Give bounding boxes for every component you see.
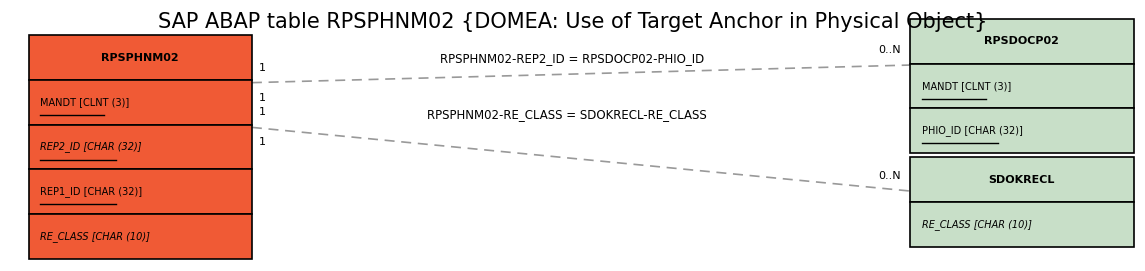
Text: REP2_ID [CHAR (32)]: REP2_ID [CHAR (32)] xyxy=(40,141,142,153)
Text: MANDT [CLNT (3)]: MANDT [CLNT (3)] xyxy=(922,81,1011,91)
Text: REP1_ID [CHAR (32)]: REP1_ID [CHAR (32)] xyxy=(40,186,142,197)
Bar xyxy=(29,214,252,259)
Text: SAP ABAP table RPSPHNM02 {DOMEA: Use of Target Anchor in Physical Object}: SAP ABAP table RPSPHNM02 {DOMEA: Use of … xyxy=(158,12,987,32)
Text: RPSPHNM02: RPSPHNM02 xyxy=(102,53,179,63)
Bar xyxy=(29,125,252,169)
Text: SDOKRECL: SDOKRECL xyxy=(989,175,1055,185)
Text: PHIO_ID [CHAR (32)]: PHIO_ID [CHAR (32)] xyxy=(922,125,1022,136)
Text: 1: 1 xyxy=(259,108,266,117)
Text: 1: 1 xyxy=(259,137,266,147)
Text: 1: 1 xyxy=(259,93,266,102)
Bar xyxy=(910,202,1134,247)
Text: RE_CLASS [CHAR (10)]: RE_CLASS [CHAR (10)] xyxy=(922,219,1032,230)
Bar xyxy=(910,19,1134,64)
Text: RPSPHNM02-RE_CLASS = SDOKRECL-RE_CLASS: RPSPHNM02-RE_CLASS = SDOKRECL-RE_CLASS xyxy=(427,108,706,121)
Text: 1: 1 xyxy=(259,63,266,73)
Text: 0..N: 0..N xyxy=(878,45,901,55)
Text: RE_CLASS [CHAR (10)]: RE_CLASS [CHAR (10)] xyxy=(40,231,150,242)
Bar xyxy=(910,64,1134,108)
Text: RPSDOCP02: RPSDOCP02 xyxy=(985,36,1059,46)
Text: 0..N: 0..N xyxy=(878,171,901,181)
Bar xyxy=(910,157,1134,202)
Bar xyxy=(29,80,252,125)
Text: RPSPHNM02-REP2_ID = RPSDOCP02-PHIO_ID: RPSPHNM02-REP2_ID = RPSDOCP02-PHIO_ID xyxy=(441,52,704,65)
Bar xyxy=(910,108,1134,153)
Bar xyxy=(29,169,252,214)
Text: MANDT [CLNT (3)]: MANDT [CLNT (3)] xyxy=(40,97,129,107)
Bar xyxy=(29,35,252,80)
